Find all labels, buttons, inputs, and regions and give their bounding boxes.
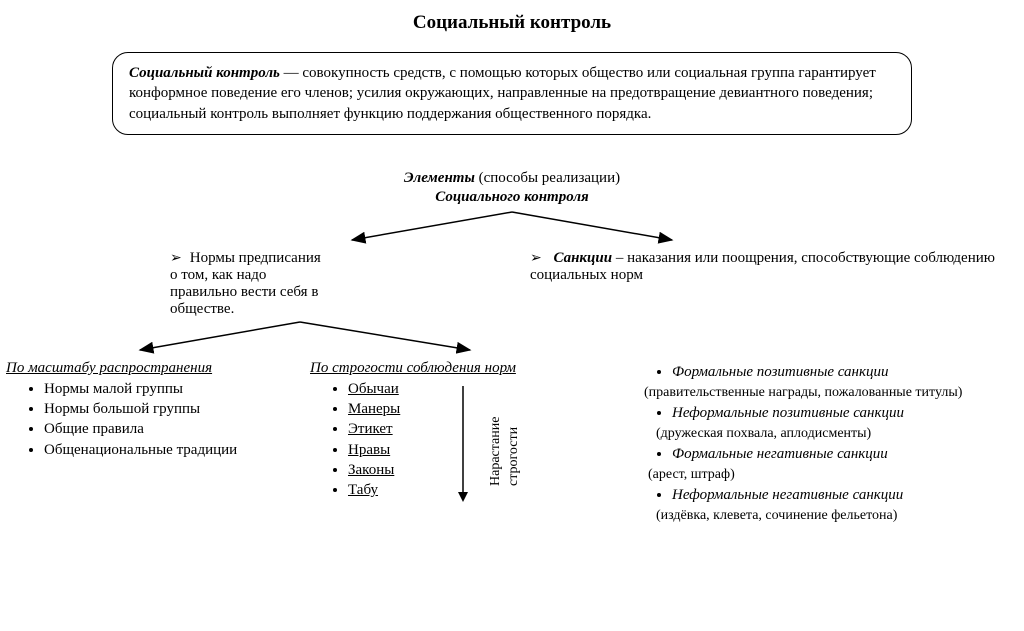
norms-text: Нормы предписания о том, как надо правил… xyxy=(170,250,330,318)
sanctions-term: Санкции xyxy=(553,250,612,266)
sanction-type-title: Формальные позитивные санкции xyxy=(672,364,889,380)
scale-list: Нормы малой группы Нормы большой группы … xyxy=(6,379,310,460)
scale-column: По масштабу распространения Нормы малой … xyxy=(0,360,310,460)
sanction-type-paren: (арест, штраф) xyxy=(648,466,735,485)
elements-heading-line2: Социального контроля xyxy=(435,189,589,205)
sanctions-text: Санкции – наказания или поощре­ния, спос… xyxy=(530,250,1014,284)
sanction-types-column: Формальные позитивные санкции (правитель… xyxy=(580,360,1024,527)
strictness-arrow-label-2: строгости xyxy=(506,427,522,486)
list-item: Неформальные негативные санкции (издёвка… xyxy=(672,485,1020,526)
strictness-column: По строгости соблюдения норм Обычаи Мане… xyxy=(310,360,580,501)
arrow-label-1: Нарастание xyxy=(488,416,503,485)
sanctions-branch: Санкции – наказания или поощре­ния, спос… xyxy=(330,250,1024,284)
bottom-row: По масштабу распространения Нормы малой … xyxy=(0,360,1024,527)
list-item: Нормы большой группы xyxy=(44,399,310,419)
scale-heading: По масштабу распространения xyxy=(6,360,310,377)
definition-term: Социальный контроль xyxy=(129,65,280,81)
strictness-heading: По строгости соблюдения норм xyxy=(310,360,580,377)
sanction-type-paren: (правительственные награды, пожалованные… xyxy=(644,384,962,403)
fork-arrow-1 xyxy=(322,210,702,244)
strictness-arrow-label: Нарастание xyxy=(488,416,504,485)
list-item: Формальные негативные санкции (арест, шт… xyxy=(672,444,1020,485)
list-item: Неформальные позитивные санкции (дружеск… xyxy=(672,403,1020,444)
elements-heading: Элементы (способы реализации) Социальног… xyxy=(0,169,1024,208)
list-item: Общие правила xyxy=(44,419,310,439)
sanction-type-title: Неформальные негативные санкции xyxy=(672,487,903,503)
down-arrow-icon xyxy=(456,386,470,504)
sanction-type-paren: (дружеская похвала, аплодисменты) xyxy=(656,425,871,444)
list-item: Нормы малой группы xyxy=(44,379,310,399)
elements-heading-rest: (способы реализации) xyxy=(475,170,620,186)
list-item: Общенациональные тра­диции xyxy=(44,440,310,460)
page-title: Социальный контроль xyxy=(0,0,1024,34)
definition-box: Социальный контроль — совокупность средс… xyxy=(112,52,912,135)
fork-arrow-2 xyxy=(130,320,490,354)
sanction-type-paren: (издёвка, клевета, сочинение фельетона) xyxy=(656,507,897,526)
sanction-types-list: Формальные позитивные санкции (правитель… xyxy=(616,362,1020,527)
branches-row: Нормы предписания о том, как надо правил… xyxy=(0,250,1024,318)
sanction-type-title: Формальные негативные санкции xyxy=(672,446,888,462)
list-item: Формальные позитивные санкции (правитель… xyxy=(672,362,1020,403)
sanction-type-title: Неформальные позитивные санкции xyxy=(672,405,904,421)
strictness-list: Обычаи Манеры Этикет Нравы Законы Табу xyxy=(310,379,580,501)
elements-heading-em: Элементы xyxy=(404,170,475,186)
arrow-label-2: строгости xyxy=(506,427,521,486)
norms-branch: Нормы предписания о том, как надо правил… xyxy=(0,250,330,318)
